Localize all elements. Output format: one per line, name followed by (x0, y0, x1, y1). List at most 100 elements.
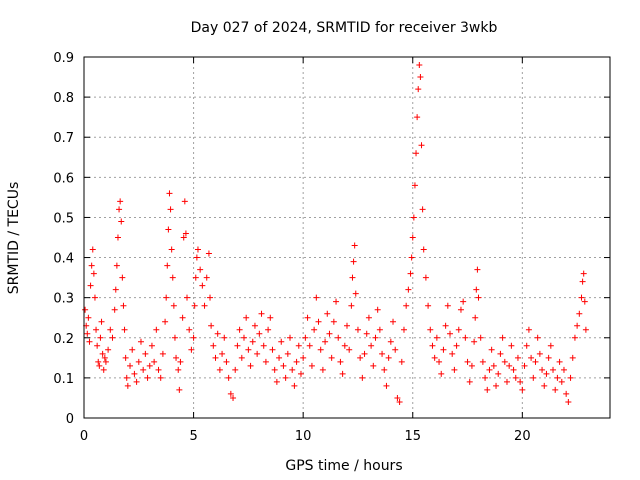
data-point (293, 358, 300, 365)
data-point (359, 374, 366, 381)
data-point (168, 246, 175, 253)
data-point (344, 322, 350, 329)
data-point (455, 326, 462, 333)
data-point (186, 326, 193, 333)
data-point (101, 354, 108, 361)
data-point (155, 366, 162, 373)
data-point (157, 374, 164, 381)
data-point (221, 334, 228, 341)
data-point (181, 198, 188, 205)
data-point (374, 306, 381, 313)
data-point (541, 382, 548, 389)
data-point (569, 354, 576, 361)
data-point (444, 302, 451, 309)
data-point (442, 322, 449, 329)
data-point (170, 302, 177, 309)
data-point (94, 342, 101, 349)
data-point (236, 326, 243, 333)
data-point (227, 390, 234, 397)
data-point (422, 274, 429, 281)
data-point (107, 326, 114, 333)
y-tick-label: 0 (66, 412, 74, 427)
data-point (440, 346, 447, 353)
data-point (114, 234, 121, 241)
data-point (260, 342, 267, 349)
data-point (579, 278, 586, 285)
data-point (129, 346, 136, 353)
y-tick-label: 0.6 (53, 171, 74, 186)
data-point (387, 338, 394, 345)
data-point (179, 314, 186, 321)
data-point (124, 382, 131, 389)
data-point (490, 362, 497, 369)
data-point (122, 354, 129, 361)
data-point (497, 350, 504, 357)
data-point (396, 398, 403, 405)
data-point (560, 366, 567, 373)
data-point (392, 346, 399, 353)
data-point (300, 354, 307, 361)
data-point (245, 346, 252, 353)
data-point (521, 362, 528, 369)
data-point (254, 350, 261, 357)
data-point (223, 358, 230, 365)
data-point (247, 362, 254, 369)
x-tick-label: 10 (295, 429, 312, 444)
data-point (536, 350, 543, 357)
y-tick-label: 0.9 (53, 51, 74, 66)
grid (84, 57, 610, 418)
data-point (413, 150, 420, 157)
data-point (477, 334, 484, 341)
data-point (84, 330, 91, 337)
data-point (117, 198, 124, 205)
data-point (197, 266, 204, 273)
data-point (545, 354, 552, 361)
data-point (574, 322, 581, 329)
data-point (547, 342, 554, 349)
data-point (479, 358, 486, 365)
data-point (398, 358, 405, 365)
data-point (410, 214, 417, 221)
data-point (365, 314, 372, 321)
data-point (278, 338, 285, 345)
data-point (207, 294, 214, 301)
data-point (148, 342, 155, 349)
data-point (581, 298, 588, 305)
data-point (539, 366, 546, 373)
data-point (167, 206, 174, 213)
data-point (475, 294, 482, 301)
data-point (85, 314, 92, 321)
data-point (405, 286, 412, 293)
data-point (289, 366, 296, 373)
data-point (350, 258, 357, 265)
chart-title: Day 027 of 2024, SRMTID for receiver 3wk… (191, 20, 498, 36)
data-point (372, 334, 379, 341)
data-point (93, 326, 100, 333)
data-point (517, 378, 524, 385)
data-point (86, 338, 93, 345)
data-point (201, 302, 208, 309)
data-point (306, 342, 313, 349)
data-point (123, 374, 130, 381)
data-point (552, 386, 559, 393)
data-point (457, 306, 464, 313)
y-tick-label: 0.7 (53, 131, 74, 146)
data-point (339, 370, 346, 377)
data-point (319, 366, 326, 373)
y-tick-label: 0.2 (53, 332, 74, 347)
axis-ticks: 0 0.1 0.2 0.3 0.4 0.5 0.6 0.7 0.8 0.9 0 5 10 15 20 (53, 51, 610, 444)
data-point (169, 274, 176, 281)
data-point (462, 334, 469, 341)
data-point (214, 330, 221, 337)
data-point (503, 378, 510, 385)
data-point (580, 270, 587, 277)
data-point (361, 350, 368, 357)
data-point (499, 334, 506, 341)
data-point (351, 242, 358, 249)
data-point (112, 286, 119, 293)
data-point (295, 342, 302, 349)
data-point (102, 358, 109, 365)
data-point (315, 318, 322, 325)
data-point (240, 334, 247, 341)
data-point (431, 354, 438, 361)
